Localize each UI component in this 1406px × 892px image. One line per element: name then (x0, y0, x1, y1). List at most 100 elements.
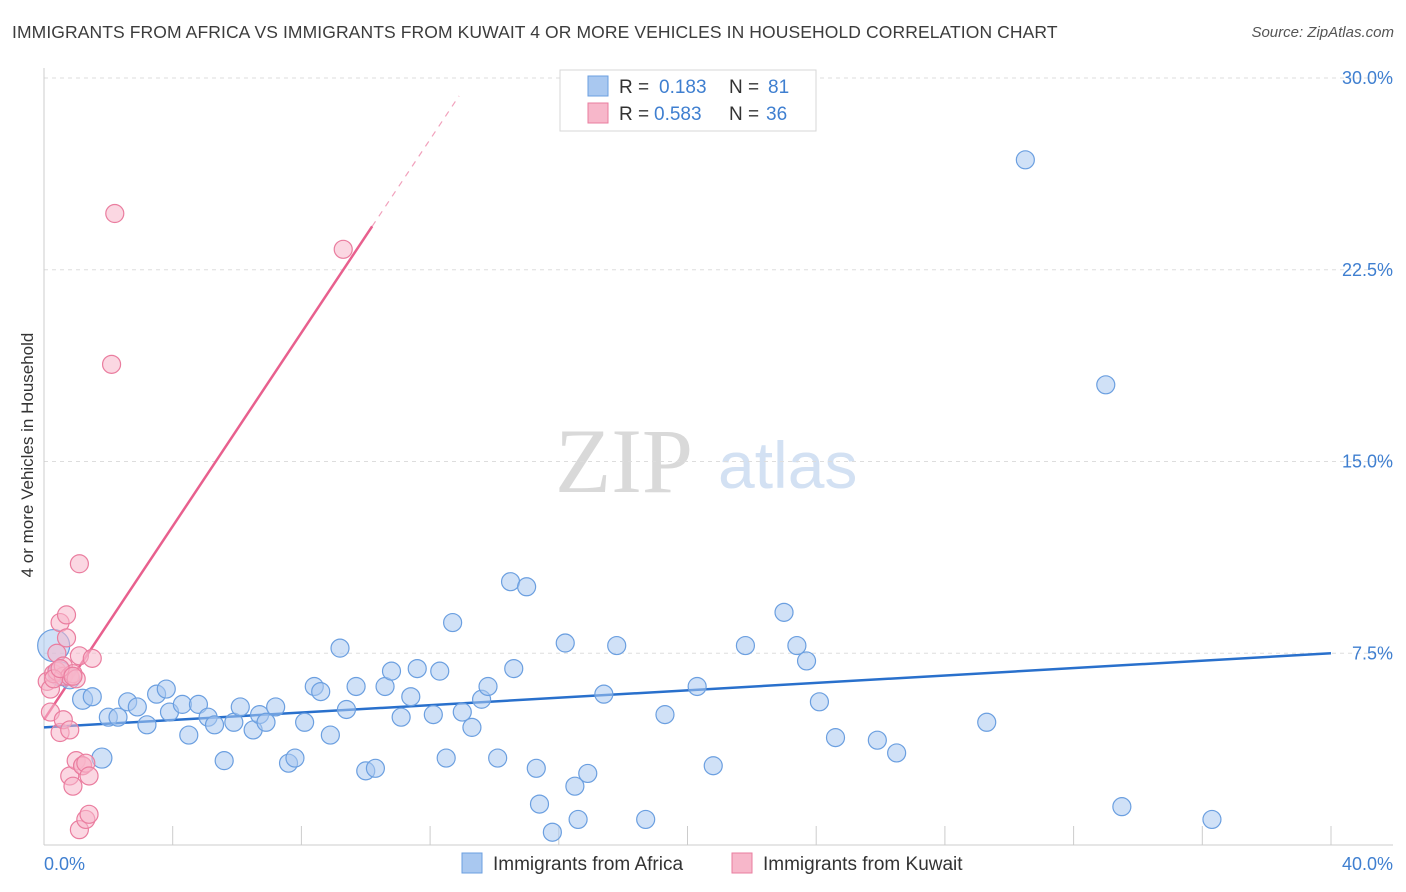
africa-point (391, 707, 411, 727)
africa-point (214, 751, 234, 771)
africa-point (137, 715, 157, 735)
africa-point (204, 715, 225, 735)
africa-point (108, 707, 128, 727)
africa-point (436, 748, 456, 768)
africa-point (1112, 797, 1132, 817)
africa-point (179, 725, 199, 745)
legend-swatch-africa (587, 75, 609, 97)
africa-point (565, 776, 585, 796)
y-tick-label: 22.5% (1342, 260, 1393, 280)
africa-point (82, 687, 102, 707)
series-legend: Immigrants from Africa Immigrants from K… (461, 852, 963, 875)
africa-point (295, 712, 315, 732)
africa-point (127, 697, 147, 717)
africa-point (887, 743, 907, 763)
africa-point (1015, 150, 1035, 170)
africa-point (266, 697, 286, 717)
africa-point (655, 705, 675, 725)
watermark-atlas: atlas (718, 428, 857, 502)
chart-title: IMMIGRANTS FROM AFRICA VS IMMIGRANTS FRO… (12, 22, 1058, 42)
kuwait-point (82, 648, 102, 668)
kuwait-point (105, 203, 125, 224)
africa-point (188, 694, 209, 714)
africa-point (330, 638, 350, 658)
africa-point (320, 725, 340, 745)
gridlines (44, 77, 1393, 654)
kuwait-point (333, 239, 353, 259)
y-tick-label: 15.0% (1342, 452, 1393, 472)
africa-point (256, 712, 276, 732)
kuwait-point (79, 766, 99, 786)
legend-r-value-kuwait: 0.583 (654, 104, 702, 125)
kuwait-point (63, 776, 83, 796)
africa-point (452, 702, 472, 722)
africa-point (825, 728, 846, 748)
bottom-legend-label-africa: Immigrants from Africa (493, 854, 683, 875)
africa-point (687, 676, 707, 697)
africa-point (478, 676, 498, 697)
africa-point (230, 697, 250, 717)
legend-r-label-kuwait: R = (619, 104, 649, 125)
kuwait-point (60, 720, 80, 740)
legend-n-label-kuwait: N = (729, 104, 759, 125)
africa-point (401, 687, 421, 707)
correlation-legend: R = 0.183 N = 81 R = 0.583 N = 36 (559, 69, 817, 132)
africa-point (636, 809, 656, 830)
africa-point (526, 758, 546, 778)
africa-point (555, 633, 575, 653)
africa-point (423, 705, 443, 725)
kuwait-point (56, 605, 77, 625)
africa-point (517, 577, 537, 597)
africa-point (156, 679, 176, 699)
y-tick-label: 30.0% (1342, 68, 1393, 88)
bottom-legend-label-kuwait: Immigrants from Kuwait (763, 854, 963, 875)
bottom-legend-swatch-africa (461, 852, 483, 874)
africa-point (504, 658, 524, 679)
africa-point (529, 794, 550, 814)
africa-point (430, 661, 450, 681)
africa-point (365, 758, 386, 778)
africa-point (1096, 375, 1116, 395)
africa-point (542, 822, 562, 842)
africa-point (488, 748, 508, 768)
bottom-legend-swatch-kuwait (731, 852, 753, 874)
kuwait-point (79, 804, 99, 824)
africa-point (336, 699, 357, 720)
legend-swatch-kuwait (587, 102, 609, 124)
africa-point (787, 635, 807, 656)
legend-n-label-africa: N = (729, 77, 759, 98)
kuwait-point (63, 666, 83, 686)
kuwait-point (69, 554, 89, 574)
africa-point (311, 681, 331, 702)
kuwait-trend-line (42, 225, 374, 721)
y-tick-label: 7.5% (1352, 643, 1393, 663)
source-credit: Source: ZipAtlas.com (1251, 24, 1394, 41)
africa-point (407, 658, 427, 679)
africa-point (594, 684, 614, 704)
africa-point (703, 756, 723, 776)
africa-point (443, 612, 463, 633)
africa-point (774, 602, 794, 622)
y-axis-label: 4 or more Vehicles in Household (18, 333, 37, 578)
africa-point (346, 676, 366, 697)
kuwait-point (56, 628, 77, 648)
x-tick-label: 40.0% (1342, 854, 1393, 874)
africa-point (735, 635, 756, 656)
africa-point (568, 809, 588, 830)
legend-r-value-africa: 0.183 (659, 77, 707, 98)
data-points (37, 150, 1222, 842)
africa-point (462, 717, 482, 737)
kuwait-point (101, 354, 122, 374)
africa-point (809, 692, 830, 712)
africa-point (1202, 809, 1222, 830)
africa-point (500, 572, 521, 592)
africa-point (796, 651, 817, 671)
africa-point (578, 763, 598, 784)
x-tick-label: 0.0% (44, 854, 85, 874)
africa-point (607, 635, 627, 656)
axes: 7.5% 15.0% 22.5% 30.0% 0.0% 40.0% (43, 68, 1393, 874)
legend-n-value-africa: 81 (768, 77, 789, 98)
africa-point (381, 661, 402, 681)
kuwait-trend-extension (371, 95, 460, 227)
